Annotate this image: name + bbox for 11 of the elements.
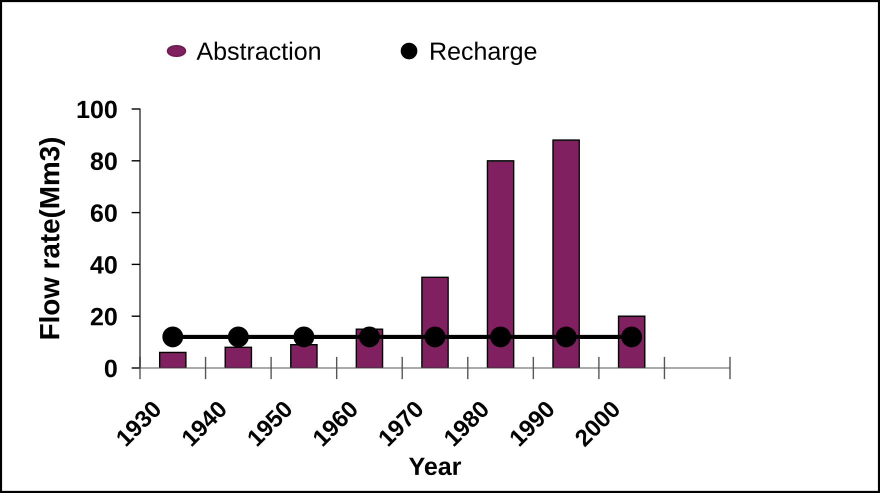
y-tick-label: 20: [90, 308, 117, 326]
y-tick-label: 60: [90, 204, 117, 222]
y-tick-label: 80: [90, 152, 117, 170]
legend-label: Abstraction: [196, 42, 320, 60]
y-axis-title: Flow rate(Mm3): [39, 138, 65, 338]
y-tick-label: 100: [78, 100, 117, 118]
x-axis-title: Year: [409, 458, 462, 476]
y-tick-label: 40: [90, 256, 117, 274]
y-tick-label: 0: [104, 360, 117, 378]
legend-label: Recharge: [431, 42, 536, 65]
bar: [158, 352, 187, 368]
